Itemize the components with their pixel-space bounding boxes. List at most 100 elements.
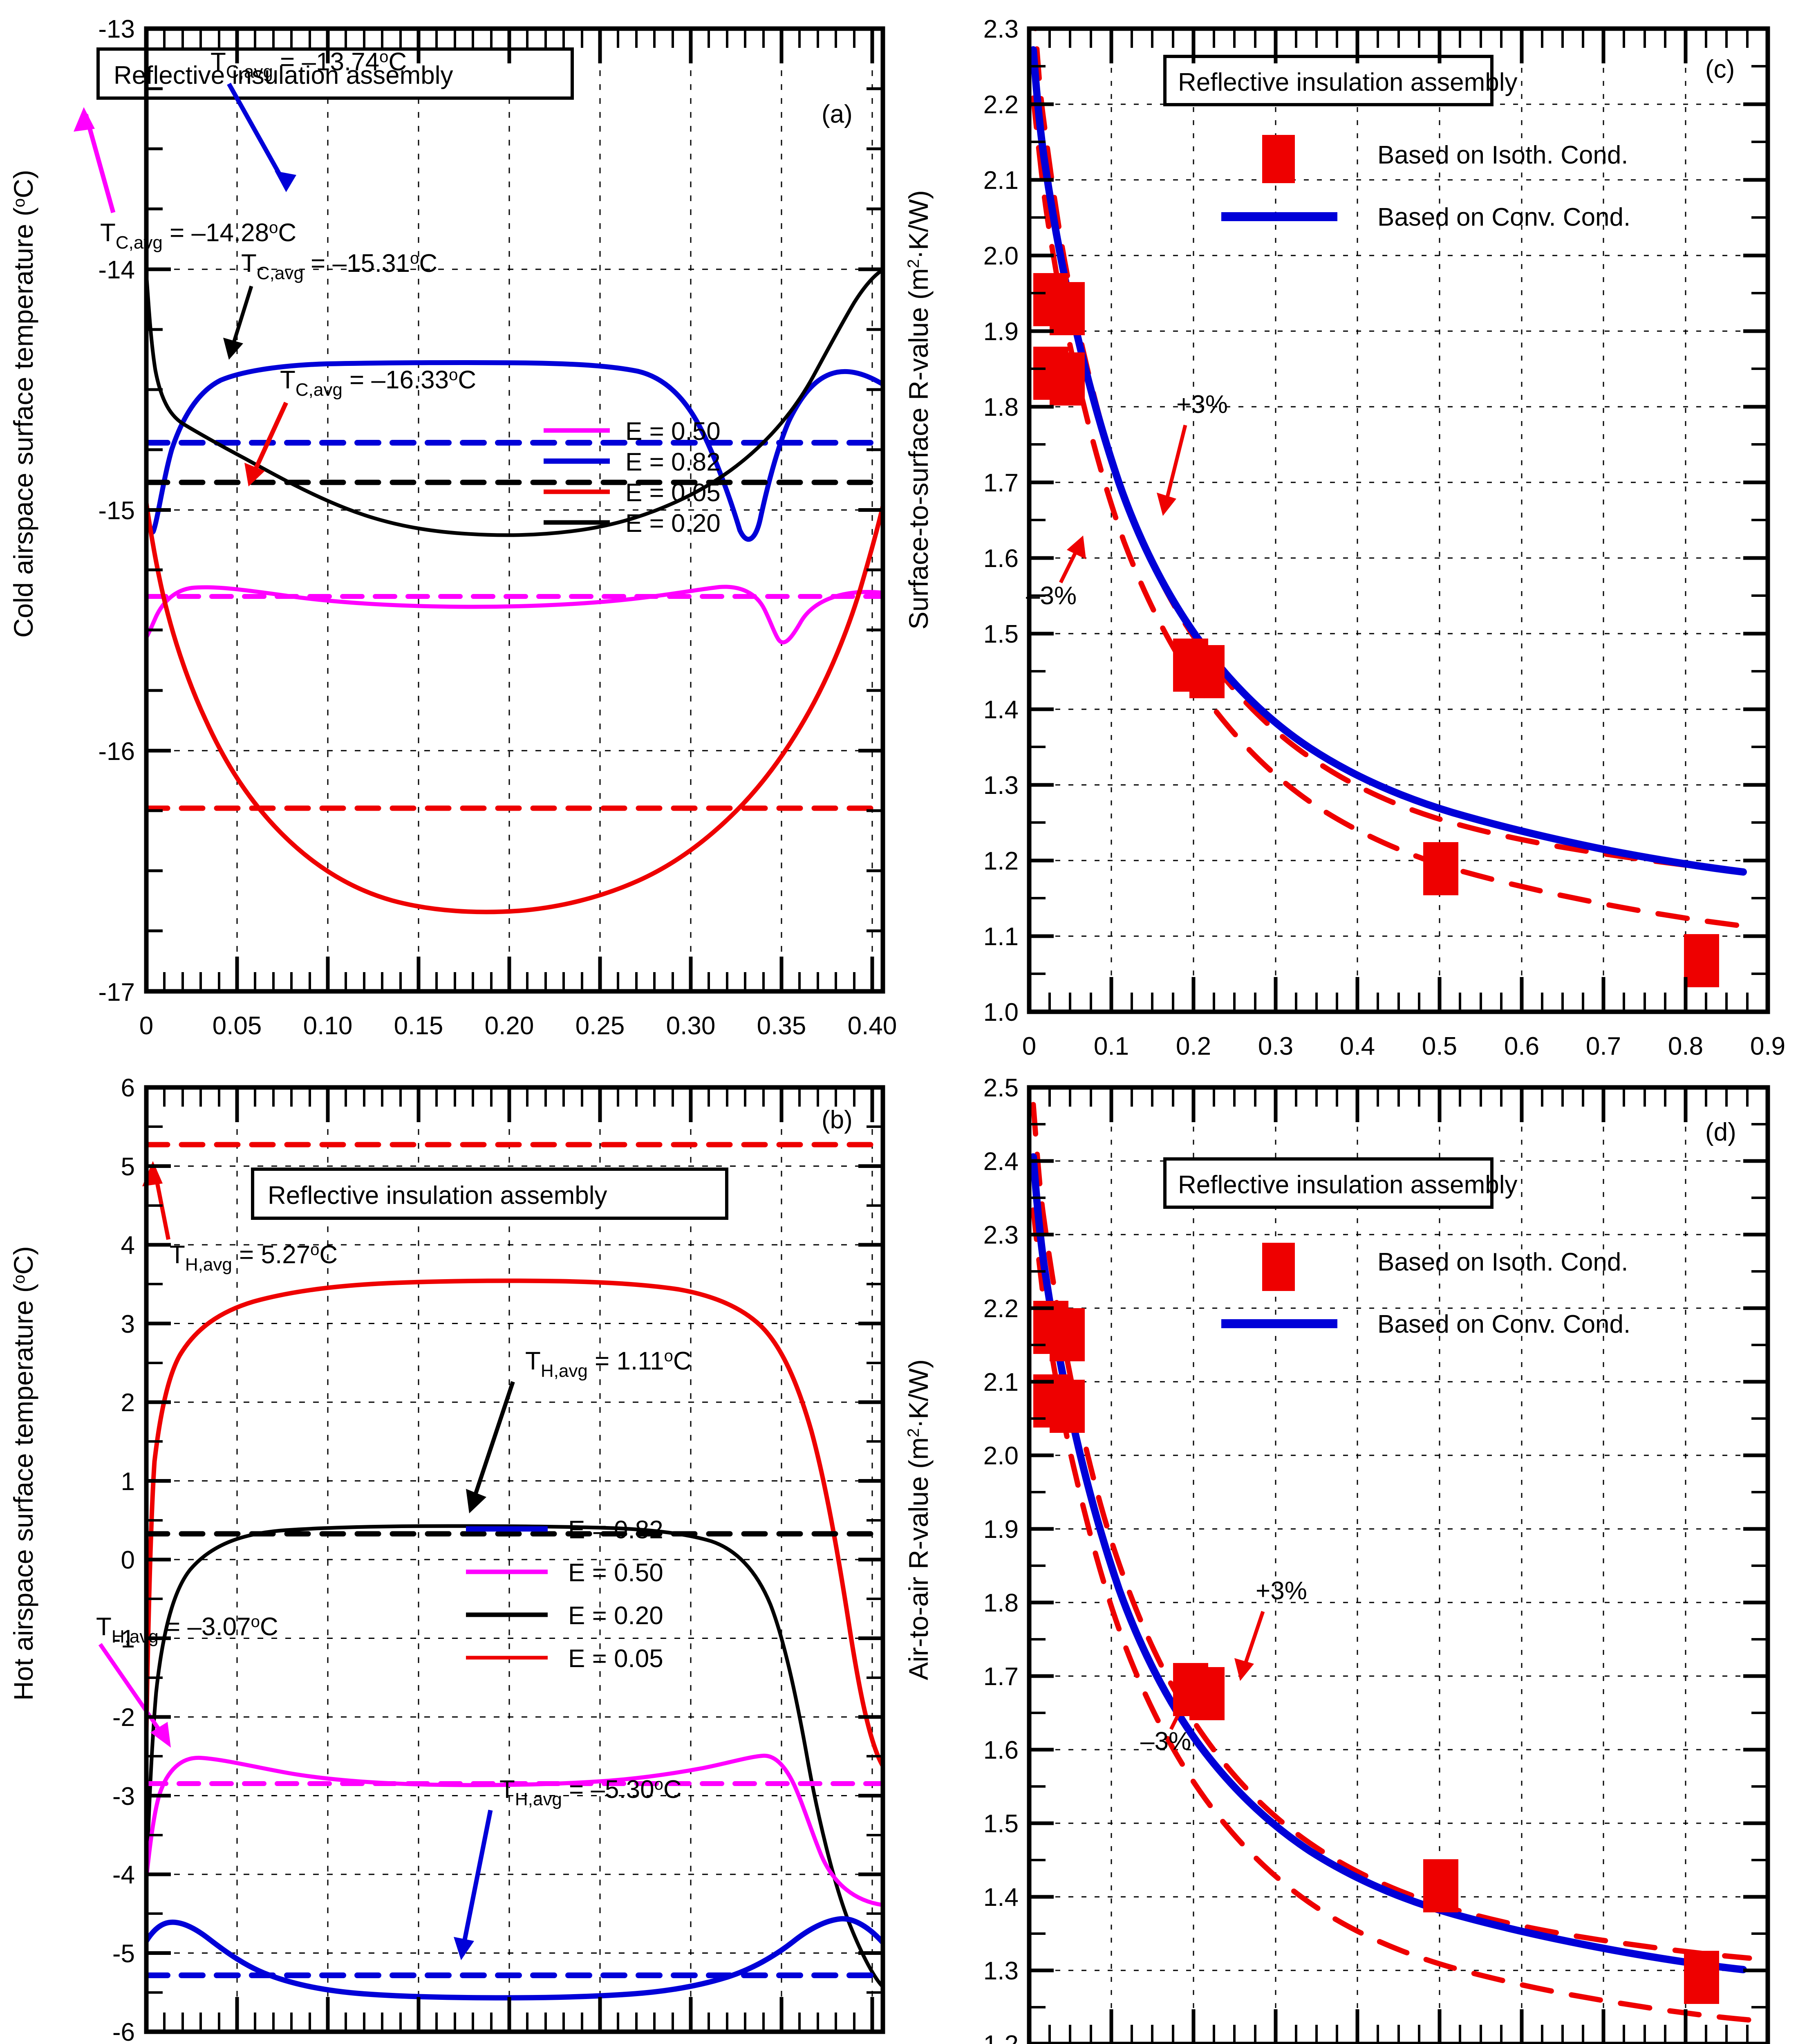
ytick-b-3: 3 (121, 1310, 135, 1338)
xtick-c-5: 0.5 (1422, 1032, 1457, 1060)
panel-c-label: (c) (1705, 55, 1735, 83)
series-e020-curve (146, 268, 883, 537)
panel-a-ticks (146, 27, 883, 993)
panel-b-ytick-labels: 6 5 4 3 2 1 0 -1 -2 -3 -4 -5 -6 (112, 1074, 135, 2044)
annot-a-1-arrow (227, 83, 288, 187)
legend-b-label-2: E = 0.20 (568, 1602, 663, 1630)
panel-b-gridlines (146, 1087, 883, 2032)
ytick-c-7: 1.7 (983, 469, 1019, 497)
ytick-d-3: 1.5 (983, 1810, 1019, 1838)
panel-d-y-axis-label: Air-to-air R-value (m2·K/W) (903, 1359, 934, 1680)
ytick-c-2: 1.2 (983, 847, 1019, 875)
ytick-d-12: 2.4 (983, 1148, 1019, 1176)
legend-d-swatch-0 (1262, 1243, 1295, 1291)
annot-b-2-arrowhead (466, 1489, 486, 1513)
legend-c-label-1: Based on Conv. Cond. (1377, 203, 1630, 231)
series-e050-curve (146, 585, 883, 645)
svg-text:Surface-to-surface R-value (m2: Surface-to-surface R-value (m2·K/W) (903, 190, 934, 630)
legend-b-label-1: E = 0.50 (568, 1559, 663, 1587)
ytick-a-3: -16 (98, 737, 135, 766)
legend-b-label-0: E = 0.82 (568, 1516, 663, 1544)
series-e082-curve (146, 360, 883, 542)
panel-b-box-label: Reflective insulation assembly (268, 1181, 607, 1210)
panel-c-plus3-label: +3% (1176, 390, 1228, 419)
xtick-c-6: 0.6 (1504, 1032, 1539, 1060)
xtick-a-3: 0.15 (394, 1012, 443, 1040)
ytick-a-1: -14 (98, 256, 135, 284)
panel-d-label: (d) (1705, 1118, 1736, 1146)
series-b-e082-curve (146, 1916, 883, 2001)
annot-a-4-arrow (249, 401, 288, 480)
ytick-b-9: -3 (112, 1782, 135, 1811)
ytick-b-0: 6 (121, 1074, 135, 1102)
panel-c-y-axis-label: Surface-to-surface R-value (m2·K/W) (903, 190, 934, 630)
panel-a-box-label: Reflective insulation assembly (114, 61, 453, 90)
band-plus3 (1032, 29, 1752, 875)
isoth-markers (1033, 273, 1719, 987)
legend-c-swatch-0 (1262, 135, 1295, 183)
panel-b: Hot airspace surface temperature (oC) (0, 1074, 903, 2044)
xtick-a-1: 0.05 (213, 1012, 262, 1040)
xtick-c-7: 0.7 (1586, 1032, 1621, 1060)
ytick-b-10: -4 (112, 1861, 135, 1889)
svg-text:Cold airspace surface temperat: Cold airspace surface temperature (oC) (8, 170, 38, 638)
svg-text:Hot airspace surface temperatu: Hot airspace surface temperature (oC) (8, 1246, 38, 1701)
ytick-d-10: 2.2 (983, 1295, 1019, 1323)
panel-b-legend: E = 0.82 E = 0.50 E = 0.20 E = 0.05 (466, 1516, 663, 1673)
panel-c-legend: Based on Isoth. Cond. Based on Conv. Con… (1221, 135, 1630, 231)
legend-a-label-2: E = 0.05 (625, 479, 721, 507)
panel-b-ticks (146, 1085, 883, 2034)
annot-a-2: TC,avg = –14.28oC (100, 219, 296, 253)
ytick-c-0: 1.0 (983, 998, 1019, 1026)
panel-d-plus3-label: +3% (1256, 1577, 1307, 1605)
panel-d-legend: Based on Isoth. Cond. Based on Conv. Con… (1221, 1243, 1630, 1338)
ytick-c-11: 2.1 (983, 166, 1019, 195)
xtick-a-5: 0.25 (575, 1012, 625, 1040)
series-d-conv-cond (1030, 1153, 1747, 1973)
ytick-d-1: 1.3 (983, 1957, 1019, 1985)
xtick-c-0: 0 (1022, 1032, 1036, 1060)
panel-c-data (1030, 29, 1756, 987)
legend-a-label-1: E = 0.82 (625, 448, 721, 476)
legend-a-label-3: E = 0.20 (625, 509, 721, 538)
series-b-e020-curve (146, 1524, 883, 1989)
panel-a-y-axis-label: Cold airspace surface temperature (oC) (8, 170, 38, 638)
annot-b-4-arrowhead (454, 1937, 474, 1960)
ytick-d-4: 1.6 (983, 1736, 1019, 1764)
xtick-a-0: 0 (139, 1012, 153, 1040)
xtick-c-4: 0.4 (1340, 1032, 1375, 1060)
annot-b-3-arrowhead (150, 1722, 171, 1748)
ytick-b-11: -5 (112, 1940, 135, 1968)
isoth-markers-d (1033, 1301, 1719, 2004)
panel-d-minus3-label: –3% (1140, 1727, 1191, 1755)
xtick-a-2: 0.10 (303, 1012, 353, 1040)
ytick-b-2: 4 (121, 1231, 135, 1260)
panel-c-gridlines (1029, 29, 1768, 1012)
annot-a-3-arrow (229, 285, 253, 352)
panel-a: Cold airspace surface temperature (oC) (0, 0, 903, 1087)
band-d-plus3 (1030, 1102, 1752, 1961)
panel-d-gridlines (1029, 1087, 1768, 2044)
ytick-c-6: 1.6 (983, 545, 1019, 573)
band-d-minus3 (1030, 1207, 1756, 2023)
panel-c-frame (1027, 26, 1770, 1014)
annot-a-1-arrowhead (275, 171, 296, 192)
series-e005-curve (146, 500, 883, 914)
panel-a-label: (a) (822, 100, 853, 128)
panel-c-plus3-arrowhead (1157, 493, 1176, 516)
annot-a-4: TC,avg = –16.33oC (280, 366, 476, 400)
panel-d-frame (1027, 1085, 1770, 2044)
ytick-d-6: 1.8 (983, 1589, 1019, 1617)
xtick-c-9: 0.9 (1750, 1032, 1785, 1060)
panel-a-xtick-labels: 0 0.05 0.10 0.15 0.20 0.25 0.30 0.35 0.4… (139, 1012, 897, 1040)
panel-a-data (146, 268, 883, 914)
ytick-c-4: 1.4 (983, 696, 1019, 724)
panel-c-xtick-labels: 0 0.1 0.2 0.3 0.4 0.5 0.6 0.7 0.8 0.9 (1022, 1032, 1785, 1060)
annot-a-2-arrow (83, 114, 116, 213)
xtick-a-4: 0.20 (485, 1012, 534, 1040)
panel-c: Surface-to-surface R-value (m2·K/W) (903, 0, 1807, 1087)
ytick-c-10: 2.0 (983, 242, 1019, 270)
panel-b-label: (b) (822, 1106, 853, 1134)
annot-b-4-arrow (460, 1809, 493, 1951)
panel-a-gridlines (146, 29, 883, 991)
